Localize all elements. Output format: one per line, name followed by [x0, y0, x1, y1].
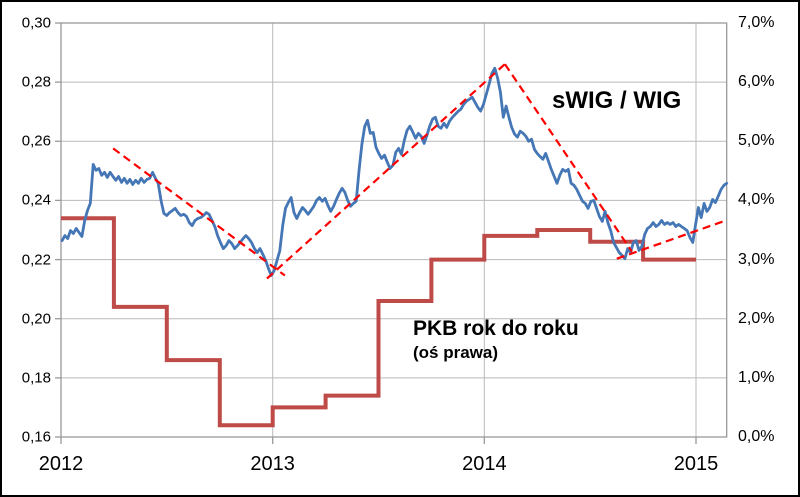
left-axis-tick: 0,18: [21, 369, 51, 387]
x-axis-tick: 2015: [673, 453, 719, 475]
left-axis-tick: 0,26: [21, 132, 51, 150]
right-axis-tick: 2,0%: [738, 309, 775, 327]
series-label-swig-wig: sWIG / WIG: [552, 87, 682, 114]
left-axis-tick: 0,20: [21, 310, 51, 328]
series-label-pkb: PKB rok do roku: [413, 317, 579, 340]
x-axis-tick: 2012: [38, 453, 84, 475]
left-axis-tick: 0,16: [21, 428, 51, 446]
right-axis-tick: 3,0%: [738, 250, 775, 268]
right-axis-tick: 4,0%: [738, 191, 775, 209]
right-axis-tick: 6,0%: [738, 73, 775, 91]
left-axis-tick: 0,30: [21, 14, 51, 32]
x-axis-tick: 2014: [462, 453, 507, 475]
x-axis-tick: 2013: [250, 453, 295, 475]
left-axis-tick: 0,28: [21, 73, 51, 91]
right-axis-tick: 0,0%: [738, 428, 775, 445]
right-axis-tick: 1,0%: [738, 368, 775, 386]
left-axis-tick: 0,24: [21, 191, 51, 209]
series-sublabel-right-axis: (oś prawa): [413, 343, 499, 362]
left-axis-tick: 0,22: [21, 251, 51, 269]
right-axis-tick: 7,0%: [738, 14, 775, 31]
right-axis-tick: 5,0%: [738, 132, 775, 150]
